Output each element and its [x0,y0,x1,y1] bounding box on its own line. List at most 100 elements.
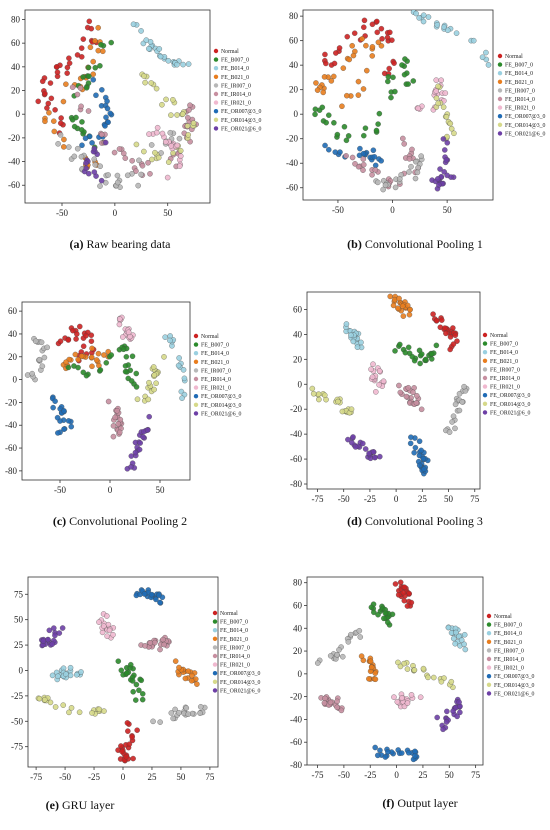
data-point [136,446,143,453]
data-point [63,81,69,87]
caption-a: (a) Raw bearing data [0,237,240,252]
data-point [420,665,427,672]
data-point [83,165,89,172]
data-point [452,401,459,408]
data-point [407,306,413,313]
data-point [454,713,460,720]
data-point [399,695,405,701]
data-point [150,718,156,725]
data-point [86,18,93,25]
data-point [338,707,345,714]
data-point [104,633,110,639]
data-point [55,673,61,680]
legend-label: Normal [490,333,508,339]
data-point [409,146,415,153]
data-point [355,163,362,170]
legend-label: FE_B007_0 [490,342,518,348]
data-point [470,37,477,44]
data-point [444,172,450,179]
data-point [92,38,98,44]
data-point [176,709,182,716]
data-point [443,719,450,725]
data-point [87,44,94,51]
caption-a-text: Raw bearing data [86,237,171,251]
data-point [190,120,197,126]
legend-marker [212,679,218,684]
data-point [51,625,57,631]
legend-label: FE_B014_0 [494,631,522,637]
data-point [360,161,367,168]
data-point [111,149,118,156]
data-point [183,705,190,711]
data-point [40,638,47,644]
data-point [405,344,412,351]
data-point [130,689,136,695]
data-point [156,592,162,599]
data-point [66,60,73,66]
data-point [74,52,81,58]
legend-label: FE_OR021@6_0 [494,691,535,697]
legend-label: Normal [505,54,523,60]
data-point [369,44,376,50]
x-tick-label: 25 [147,772,157,782]
legend-marker [482,384,488,389]
legend-marker [482,393,488,398]
x-tick-label: 50 [444,494,454,504]
data-point [374,18,380,25]
data-point [83,85,90,91]
data-point [74,672,80,678]
data-point [80,36,87,42]
x-tick-label: 25 [418,494,428,504]
data-point [461,383,467,390]
legend-marker [193,342,199,347]
data-point [371,609,377,616]
data-point [362,125,369,131]
legend-marker [497,71,503,76]
legend-marker [213,83,219,88]
data-point [370,361,376,367]
y-tick-label: -60 [5,443,17,453]
legend-marker [212,610,218,616]
data-point [64,64,71,71]
data-point [174,142,181,149]
data-point [378,25,385,32]
data-point [371,154,378,160]
caption-a-letter: (a) [69,237,84,251]
data-point [356,152,363,159]
data-point [102,123,108,129]
data-point [52,398,58,404]
data-point [373,389,379,395]
data-point [333,50,339,56]
data-point [44,344,50,351]
x-tick-label: 0 [121,772,126,782]
data-point [148,142,155,148]
legend-label: FE_OR014@3_0 [220,680,261,686]
data-point [149,156,155,163]
data-point [157,599,163,606]
legend-label: FE_B007_0 [220,620,248,626]
legend-marker [212,653,218,659]
data-point [125,329,132,336]
data-point [167,337,173,344]
data-point [132,439,139,446]
data-point [178,153,184,159]
data-point [168,143,174,149]
data-point [66,144,72,150]
data-point [93,92,99,99]
data-point [380,186,386,193]
data-point [128,464,134,470]
data-point [404,666,411,672]
data-point [396,295,402,302]
legend-marker [212,628,218,633]
data-point [50,404,56,411]
data-point [359,36,365,42]
caption-c-text: Convolutional Pooling 2 [69,514,188,528]
legend-marker [213,48,219,54]
data-point [315,391,322,397]
data-point [440,726,446,733]
data-point [176,355,182,361]
data-point [332,149,339,155]
data-point [435,176,441,182]
panel-d: -75 -50 -25 0 25 50 75 -80 -60 -40 -20 0 20 40 60 Norma… [275,280,550,555]
data-point [153,129,160,136]
